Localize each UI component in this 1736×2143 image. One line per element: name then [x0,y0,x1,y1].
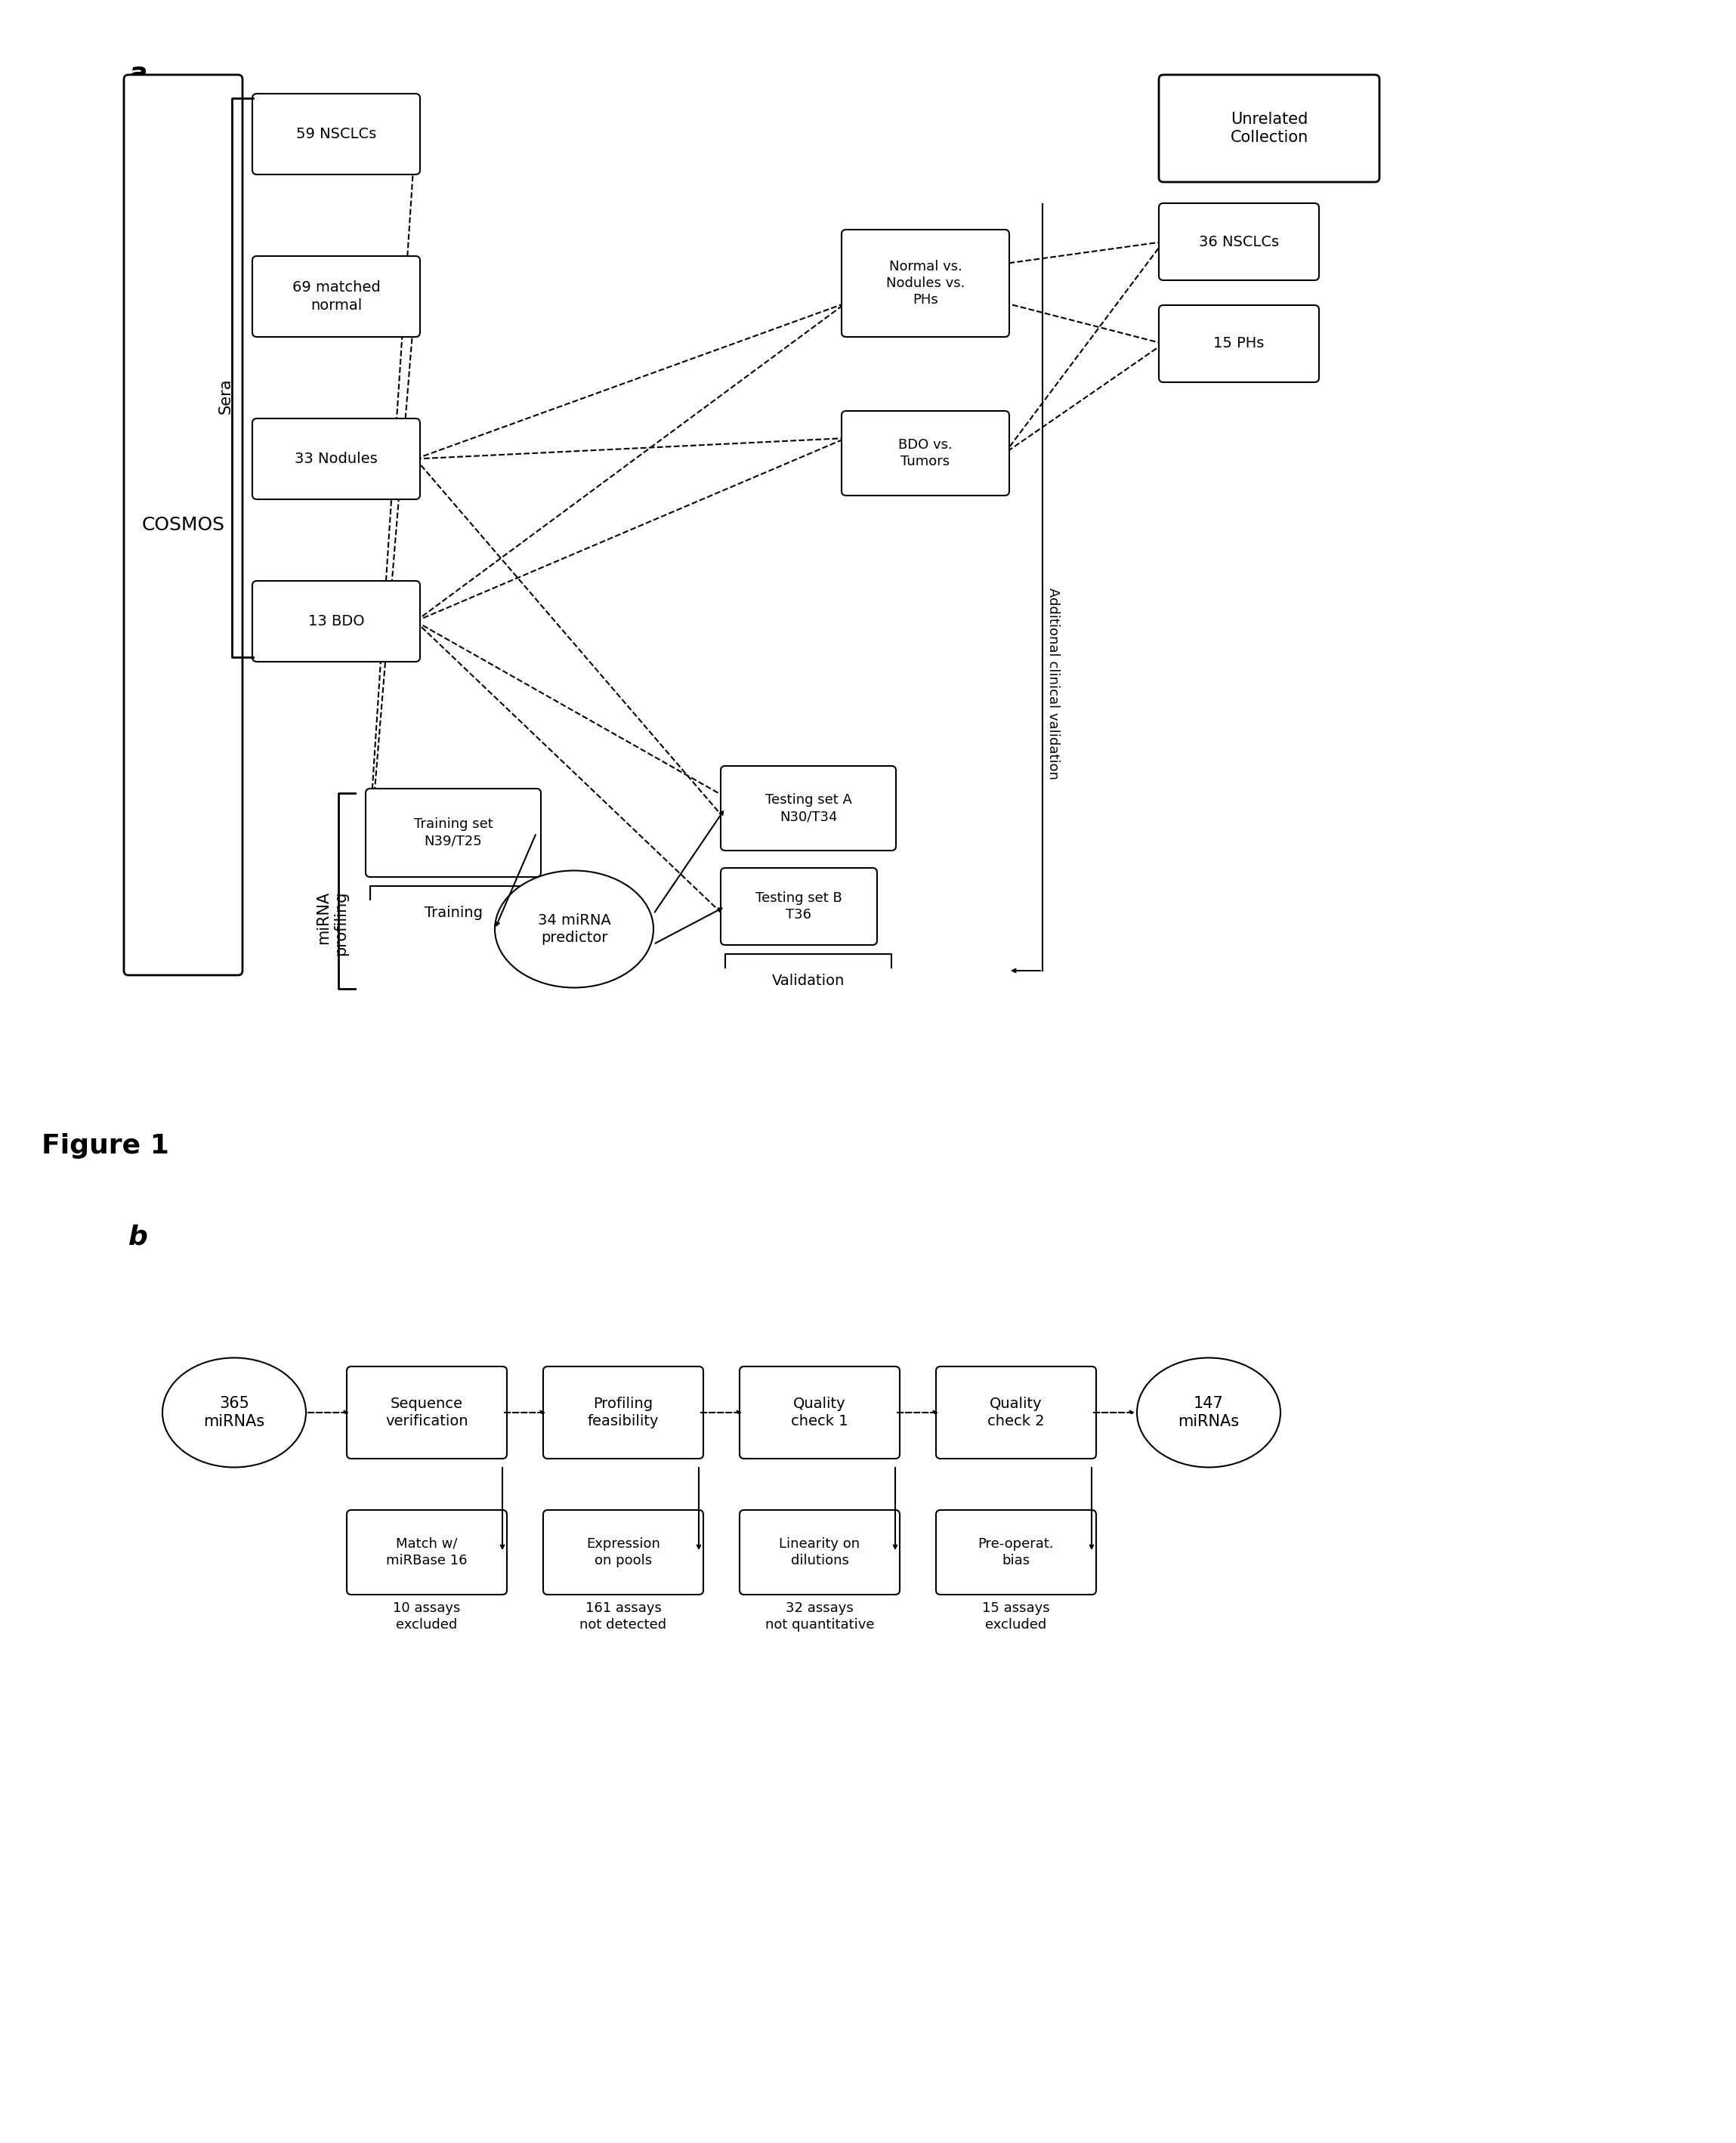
FancyBboxPatch shape [543,1511,703,1594]
FancyBboxPatch shape [936,1367,1095,1459]
Text: Quality
check 1: Quality check 1 [792,1397,849,1429]
FancyBboxPatch shape [252,94,420,174]
FancyBboxPatch shape [347,1511,507,1594]
Text: 69 matched
normal: 69 matched normal [292,281,380,313]
FancyBboxPatch shape [720,868,877,945]
FancyBboxPatch shape [842,229,1009,336]
Text: Training: Training [424,906,483,919]
Text: Match w/
miRBase 16: Match w/ miRBase 16 [385,1537,467,1567]
Text: Training set
N39/T25: Training set N39/T25 [413,819,493,849]
Text: 161 assays
not detected: 161 assays not detected [580,1601,667,1631]
Text: 147
miRNAs: 147 miRNAs [1179,1395,1240,1429]
FancyBboxPatch shape [252,581,420,662]
Text: Normal vs.
Nodules vs.
PHs: Normal vs. Nodules vs. PHs [885,259,965,306]
Text: 13 BDO: 13 BDO [307,615,365,628]
FancyBboxPatch shape [720,765,896,851]
Text: 15 assays
excluded: 15 assays excluded [983,1601,1050,1631]
Ellipse shape [495,870,653,988]
FancyBboxPatch shape [936,1511,1095,1594]
FancyBboxPatch shape [347,1367,507,1459]
FancyBboxPatch shape [543,1367,703,1459]
FancyBboxPatch shape [842,411,1009,495]
Text: 32 assays
not quantitative: 32 assays not quantitative [766,1601,875,1631]
Text: Unrelated
Collection: Unrelated Collection [1231,111,1309,146]
Text: BDO vs.
Tumors: BDO vs. Tumors [898,437,953,469]
Text: 34 miRNA
predictor: 34 miRNA predictor [538,913,611,945]
Ellipse shape [1137,1359,1281,1468]
Text: Additional clinical validation: Additional clinical validation [1047,587,1061,780]
FancyBboxPatch shape [123,75,243,975]
FancyBboxPatch shape [1160,204,1319,281]
FancyBboxPatch shape [366,789,542,876]
Ellipse shape [163,1359,306,1468]
FancyBboxPatch shape [740,1511,899,1594]
Text: Profiling
feasibility: Profiling feasibility [587,1397,660,1429]
Text: 36 NSCLCs: 36 NSCLCs [1200,234,1279,249]
Text: Pre-operat.
bias: Pre-operat. bias [977,1537,1054,1567]
Text: Testing set A
N30/T34: Testing set A N30/T34 [766,793,852,823]
Text: 33 Nodules: 33 Nodules [295,452,378,465]
Text: Expression
on pools: Expression on pools [587,1537,660,1567]
Text: 365
miRNAs: 365 miRNAs [203,1395,266,1429]
Text: Validation: Validation [773,973,845,988]
FancyBboxPatch shape [1160,75,1380,182]
Text: Linearity on
dilutions: Linearity on dilutions [779,1537,859,1567]
Text: Figure 1: Figure 1 [42,1134,168,1159]
Text: a: a [128,60,148,86]
Text: Sera: Sera [219,377,233,414]
Text: Quality
check 2: Quality check 2 [988,1397,1045,1429]
Text: Testing set B
T36: Testing set B T36 [755,891,842,921]
Text: miRNA
profiling: miRNA profiling [316,891,349,956]
FancyBboxPatch shape [252,255,420,336]
Text: b: b [128,1224,148,1249]
Text: 15 PHs: 15 PHs [1213,336,1264,351]
Text: Sequence
verification: Sequence verification [385,1397,469,1429]
FancyBboxPatch shape [740,1367,899,1459]
FancyBboxPatch shape [1160,304,1319,381]
Text: COSMOS: COSMOS [142,516,224,534]
Text: 59 NSCLCs: 59 NSCLCs [297,126,377,141]
FancyBboxPatch shape [252,418,420,499]
Text: 10 assays
excluded: 10 assays excluded [392,1601,460,1631]
